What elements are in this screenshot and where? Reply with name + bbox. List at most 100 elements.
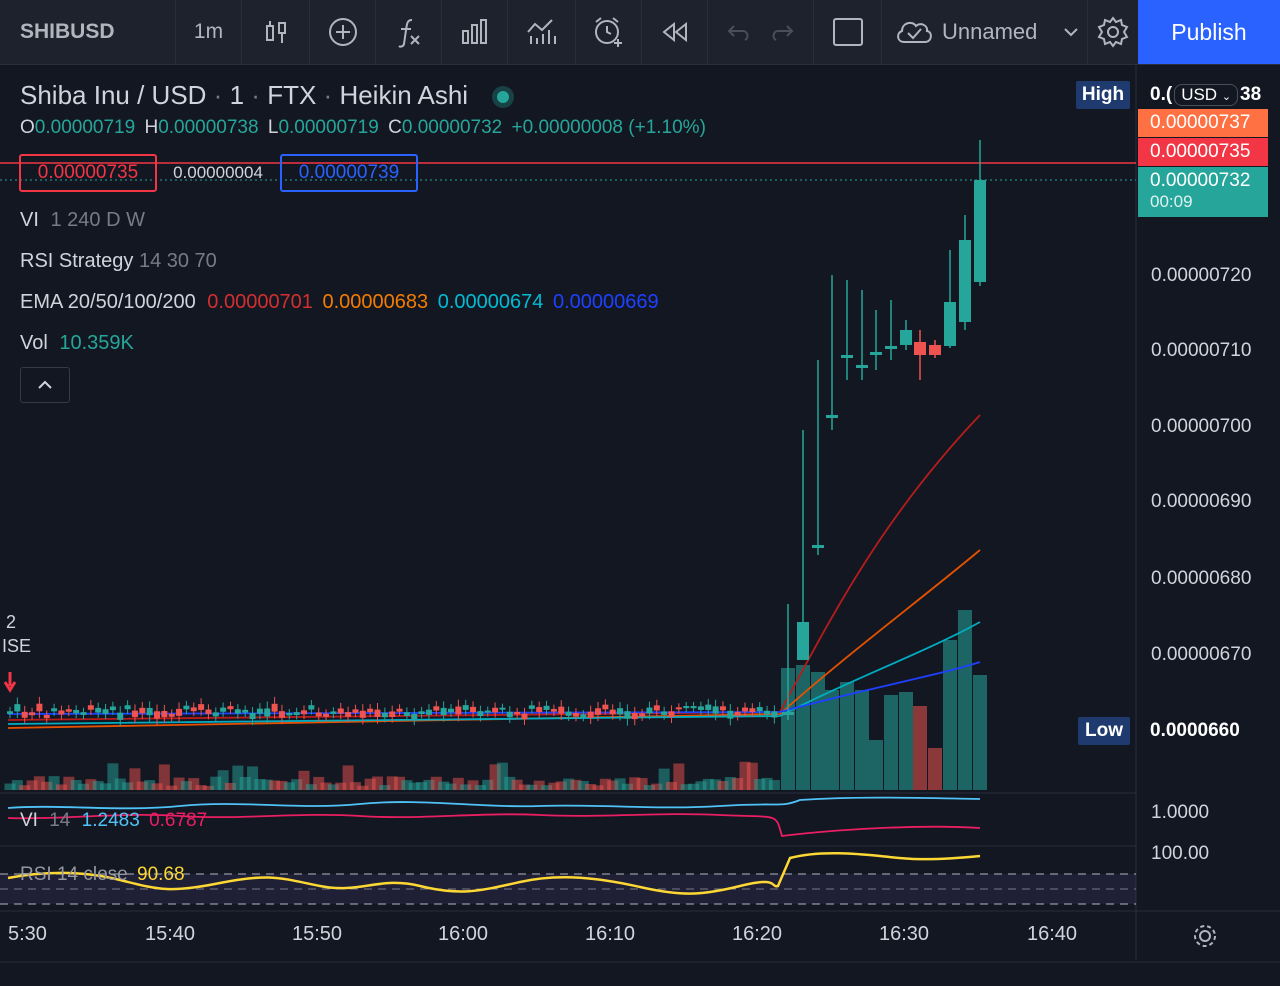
time-tick: 15:40 xyxy=(145,923,196,945)
collapse-legend-button[interactable] xyxy=(20,367,70,403)
candle xyxy=(734,711,741,716)
symbol-search-button[interactable]: SHIBUSD xyxy=(0,0,176,64)
redo-icon[interactable] xyxy=(768,20,796,44)
compare-button[interactable] xyxy=(310,0,376,64)
indicators-button[interactable] xyxy=(376,0,442,64)
candle xyxy=(639,713,646,717)
symbol-title: Shiba Inu / USD xyxy=(20,80,207,110)
fullscreen-button[interactable] xyxy=(814,0,882,64)
publish-button[interactable]: Publish xyxy=(1138,0,1280,64)
financials-button[interactable] xyxy=(442,0,508,64)
volume-bar xyxy=(899,692,913,790)
candle xyxy=(974,180,986,282)
candle xyxy=(727,710,734,719)
candle xyxy=(572,713,579,717)
candle xyxy=(653,705,660,711)
volume-bar xyxy=(658,768,670,790)
vi-minus-value: 0.6787 xyxy=(149,810,208,831)
rsi-pane-legend[interactable]: RSI 14 close 90.68 xyxy=(20,864,185,886)
top-toolbar: SHIBUSD 1m Unnamed Publish xyxy=(0,0,1280,65)
rsi-line xyxy=(7,852,981,895)
sell-button[interactable]: 0.00000735 xyxy=(19,154,157,192)
volume-bar xyxy=(158,764,170,790)
candle xyxy=(543,705,550,710)
candle xyxy=(139,707,146,714)
symbol-legend[interactable]: Shiba Inu / USD · 1 · FTX · Heikin Ashi xyxy=(20,80,510,111)
candle xyxy=(80,712,87,715)
candle xyxy=(756,707,763,712)
volume-bar xyxy=(100,783,112,790)
settings-button[interactable] xyxy=(1088,0,1138,64)
volume-bar xyxy=(232,765,244,790)
volume-title: Vol xyxy=(20,332,48,354)
rsi-strategy-legend[interactable]: RSI Strategy 14 30 70 xyxy=(20,250,217,273)
volume-bar xyxy=(629,777,641,790)
volume-bar xyxy=(781,668,795,790)
price-tick: 0.00000690 xyxy=(1151,491,1252,512)
candle xyxy=(330,711,337,714)
volume-bar xyxy=(202,785,214,790)
candle xyxy=(764,710,771,715)
ema-legend[interactable]: EMA 20/50/100/200 0.00000701 0.00000683 … xyxy=(20,291,659,314)
alert-button[interactable] xyxy=(576,0,642,64)
candle xyxy=(719,706,726,711)
volume-bar xyxy=(195,785,207,790)
candle xyxy=(183,705,190,710)
volume-bar xyxy=(357,785,369,790)
bar-chart-icon xyxy=(461,19,487,44)
undo-icon[interactable] xyxy=(725,20,753,44)
candle xyxy=(506,711,513,718)
volume-bar xyxy=(254,778,266,790)
volume-bar xyxy=(26,780,38,790)
volume-legend[interactable]: Vol 10.359K xyxy=(20,332,134,355)
replay-button[interactable] xyxy=(642,0,708,64)
volume-bar xyxy=(754,778,766,790)
volume-bar xyxy=(379,785,391,790)
time-tick: 16:30 xyxy=(879,923,930,945)
volume-bar xyxy=(651,783,663,790)
interval-button[interactable]: 1m xyxy=(176,0,242,64)
time-tick: 16:40 xyxy=(1027,923,1078,945)
candle xyxy=(690,706,697,709)
rsi-pane-title: RSI 14 close xyxy=(20,864,128,885)
left-marker-top: 2 xyxy=(6,612,17,632)
volume-bar xyxy=(452,777,464,790)
candle xyxy=(929,345,941,355)
candle xyxy=(308,705,315,710)
volume-bar xyxy=(217,770,229,790)
ema-20-value: 0.00000701 xyxy=(207,291,313,313)
candle xyxy=(812,545,824,548)
time-axis-settings-icon[interactable] xyxy=(1194,925,1216,947)
candles xyxy=(7,140,986,727)
volume-bar xyxy=(761,777,773,790)
volume-bar xyxy=(732,778,744,790)
volume-bar xyxy=(114,778,126,790)
candle xyxy=(345,712,352,717)
candle xyxy=(914,342,926,355)
sell-arrow-marker xyxy=(3,672,17,693)
vi-indicator-legend[interactable]: VI 1 240 D W xyxy=(20,209,145,232)
candle xyxy=(712,706,719,714)
volume-bar xyxy=(592,785,604,790)
buy-button[interactable]: 0.00000739 xyxy=(280,154,418,192)
candle xyxy=(683,706,690,709)
indicator-templates-icon xyxy=(526,19,556,44)
candle xyxy=(697,706,704,710)
candle xyxy=(595,708,601,715)
volume-bar xyxy=(438,781,450,790)
buy-price: 0.00000739 xyxy=(298,162,400,183)
volume-bar xyxy=(710,779,722,790)
layout-menu-button[interactable]: Unnamed xyxy=(882,0,1088,64)
square-icon xyxy=(832,18,863,46)
candle xyxy=(675,707,682,710)
vi-pane-legend[interactable]: VI 14 1.2483 0.6787 xyxy=(20,810,207,832)
chart-type-button[interactable] xyxy=(242,0,310,64)
left-marker-bottom: ISE xyxy=(2,636,32,656)
sep-3: · xyxy=(323,80,333,110)
candle xyxy=(499,707,506,710)
currency-dropdown[interactable]: USD ⌄ xyxy=(1174,84,1239,106)
templates-button[interactable] xyxy=(508,0,576,64)
candle xyxy=(624,711,631,719)
volume-bars xyxy=(4,610,987,790)
